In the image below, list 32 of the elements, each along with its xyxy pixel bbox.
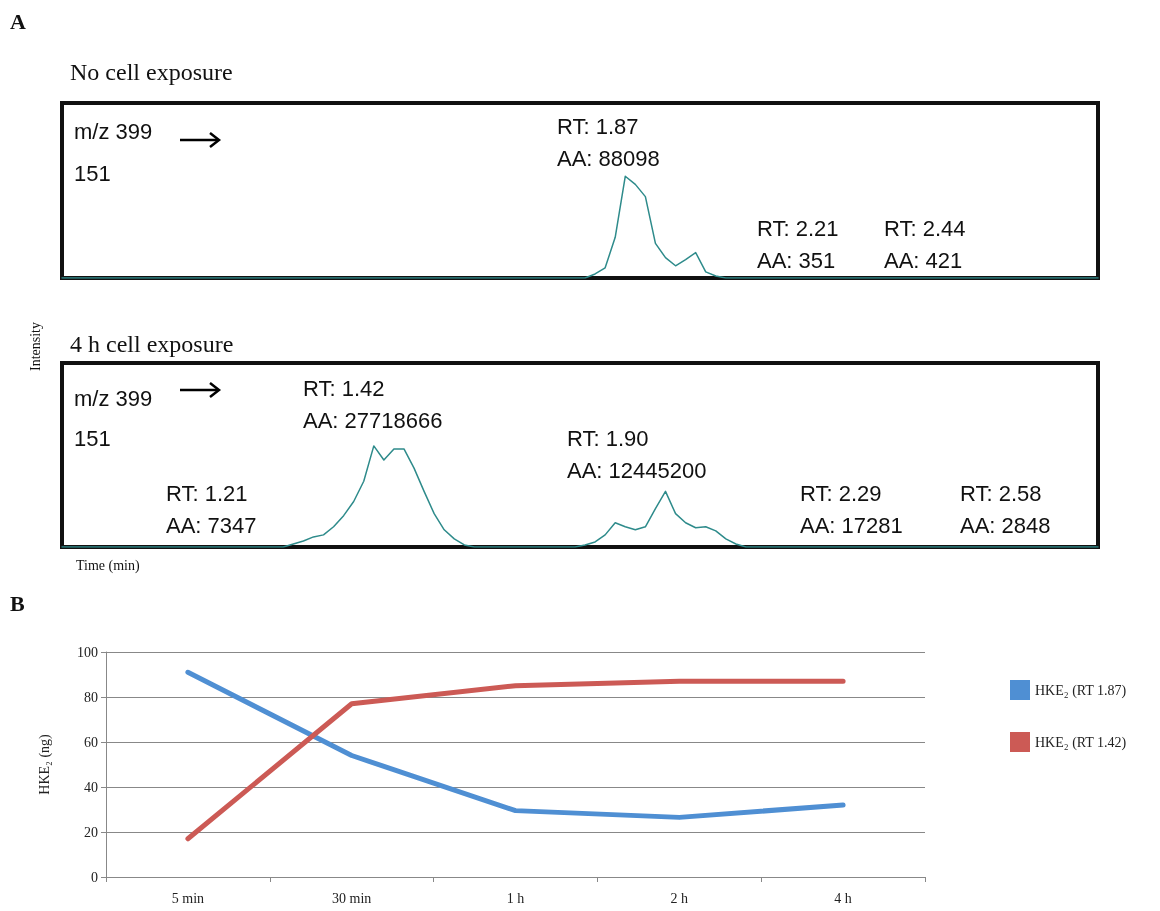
annotation: RT: 2.29 AA: 17281 xyxy=(800,480,903,538)
annotation: RT: 2.21 AA: 351 xyxy=(757,215,839,273)
x-axis-title: Time (min) xyxy=(76,557,140,574)
x-tick-label: 2 h xyxy=(670,890,689,906)
y-tick-label: 80 xyxy=(84,689,98,705)
text: RT: 1.42 AA: 27718666 xyxy=(303,375,443,433)
y-axis-title: HKE₂ (ng) xyxy=(36,733,53,795)
annotation: 151 xyxy=(74,160,111,186)
y-tick-label: 20 xyxy=(84,824,98,840)
chart-title: No cell exposure xyxy=(70,59,233,85)
annotation: RT: 2.58 AA: 2848 xyxy=(960,480,1051,538)
y-tick-label: 60 xyxy=(84,734,98,750)
legend-label: HKE₂ (RT 1.87) xyxy=(1035,682,1127,699)
text: m/z 399 xyxy=(74,118,153,144)
x-tick-label: 4 h xyxy=(834,890,852,906)
y-tick-label: 40 xyxy=(84,779,98,795)
text: m/z 399 xyxy=(74,385,153,411)
annotation: 151 xyxy=(74,425,111,451)
y-tick-label: 100 xyxy=(77,644,98,660)
x-tick-label: 5 min xyxy=(171,890,205,906)
x-tick-label: 1 h xyxy=(506,890,525,906)
y-tick-label: 0 xyxy=(91,869,98,885)
text: RT: 1.87 AA: 88098 xyxy=(557,113,660,171)
annotation: RT: 2.44 AA: 421 xyxy=(884,215,966,273)
text: A xyxy=(10,8,26,34)
annotation: RT: 1.21 AA: 7347 xyxy=(166,480,257,538)
chart-title: 4 h cell exposure xyxy=(70,331,234,357)
y-axis-title: Intensity xyxy=(27,321,43,371)
annotation: RT: 1.90 AA: 12445200 xyxy=(567,425,707,483)
x-tick-label: 30 min xyxy=(332,890,372,906)
text: B xyxy=(10,590,25,616)
legend-label: HKE₂ (RT 1.42) xyxy=(1035,734,1127,751)
